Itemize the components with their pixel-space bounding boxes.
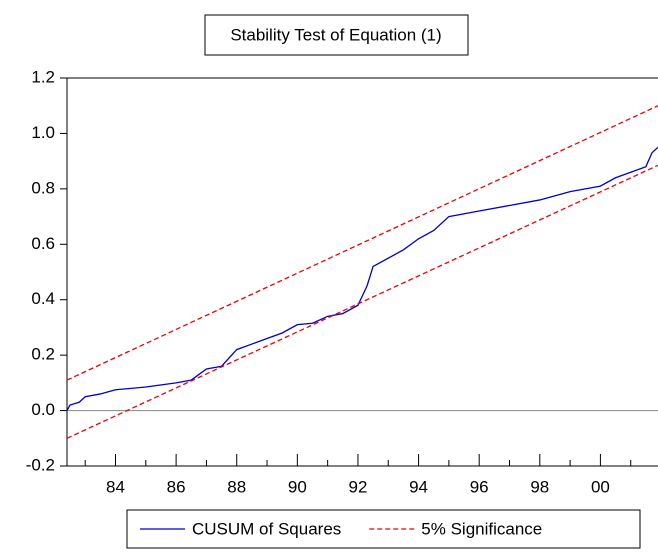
y-tick-label: 1.0 <box>31 123 55 142</box>
title-box <box>204 14 469 56</box>
x-tick-label: 98 <box>530 477 549 496</box>
x-tick-label: 88 <box>227 477 246 496</box>
y-tick-label: 0.4 <box>31 289 55 308</box>
x-tick-label: 86 <box>167 477 186 496</box>
x-tick-label: 90 <box>288 477 307 496</box>
y-tick-label: 0.2 <box>31 345 55 364</box>
series-line <box>66 164 658 439</box>
y-tick-label: -0.2 <box>26 455 55 474</box>
x-tick-label: 94 <box>409 477 428 496</box>
legend-label: 5% Significance <box>421 519 542 538</box>
x-tick-label: 00 <box>591 477 610 496</box>
series-line <box>66 105 658 381</box>
legend-box <box>126 509 641 549</box>
legend-label: CUSUM of Squares <box>192 519 341 538</box>
series-line <box>66 146 658 411</box>
y-tick-label: 0.8 <box>31 178 55 197</box>
y-tick-label: 1.2 <box>31 67 55 86</box>
y-tick-label: 0.0 <box>31 400 55 419</box>
x-tick-label: 96 <box>470 477 489 496</box>
chart-title: Stability Test of Equation (1) <box>230 25 441 44</box>
x-tick-label: 84 <box>106 477 125 496</box>
y-tick-label: 0.6 <box>31 234 55 253</box>
x-tick-label: 92 <box>348 477 367 496</box>
